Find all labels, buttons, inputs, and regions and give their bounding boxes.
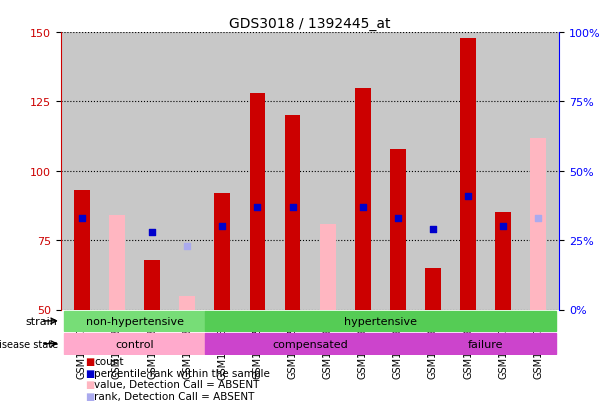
Bar [249, 94, 265, 310]
Bar [205, 311, 556, 331]
Bar [355, 88, 371, 310]
Bar [74, 191, 90, 310]
Point [463, 193, 473, 199]
Bar [64, 334, 205, 354]
Point [428, 226, 438, 233]
Bar [144, 260, 160, 310]
Point [499, 223, 508, 230]
Bar [496, 213, 511, 310]
Title: GDS3018 / 1392445_at: GDS3018 / 1392445_at [229, 17, 391, 31]
Point [288, 204, 297, 211]
Bar [320, 224, 336, 310]
Point [358, 204, 368, 211]
Text: compensated: compensated [272, 339, 348, 349]
Bar [425, 268, 441, 310]
Bar [390, 149, 406, 310]
Text: percentile rank within the sample: percentile rank within the sample [94, 368, 270, 378]
Bar [215, 194, 230, 310]
Point [533, 215, 543, 222]
Point [147, 229, 157, 235]
Bar [415, 334, 556, 354]
Point [393, 215, 402, 222]
Bar [530, 138, 546, 310]
Text: ■: ■ [85, 368, 94, 378]
Bar [205, 334, 415, 354]
Point [252, 204, 262, 211]
Text: hypertensive: hypertensive [344, 316, 417, 326]
Point [182, 243, 192, 249]
Text: rank, Detection Call = ABSENT: rank, Detection Call = ABSENT [94, 391, 255, 401]
Text: ■: ■ [85, 356, 94, 366]
Bar [285, 116, 300, 310]
Text: non-hypertensive: non-hypertensive [86, 316, 184, 326]
Bar [179, 296, 195, 310]
Point [218, 223, 227, 230]
Text: control: control [116, 339, 154, 349]
Text: strain: strain [26, 316, 58, 326]
Text: disease state: disease state [0, 339, 58, 349]
Text: count: count [94, 356, 124, 366]
Bar [109, 216, 125, 310]
Point [77, 215, 87, 222]
Text: failure: failure [468, 339, 503, 349]
Text: ■: ■ [85, 391, 94, 401]
Bar [460, 38, 476, 310]
Text: value, Detection Call = ABSENT: value, Detection Call = ABSENT [94, 380, 260, 389]
Text: ■: ■ [85, 380, 94, 389]
Bar [64, 311, 205, 331]
